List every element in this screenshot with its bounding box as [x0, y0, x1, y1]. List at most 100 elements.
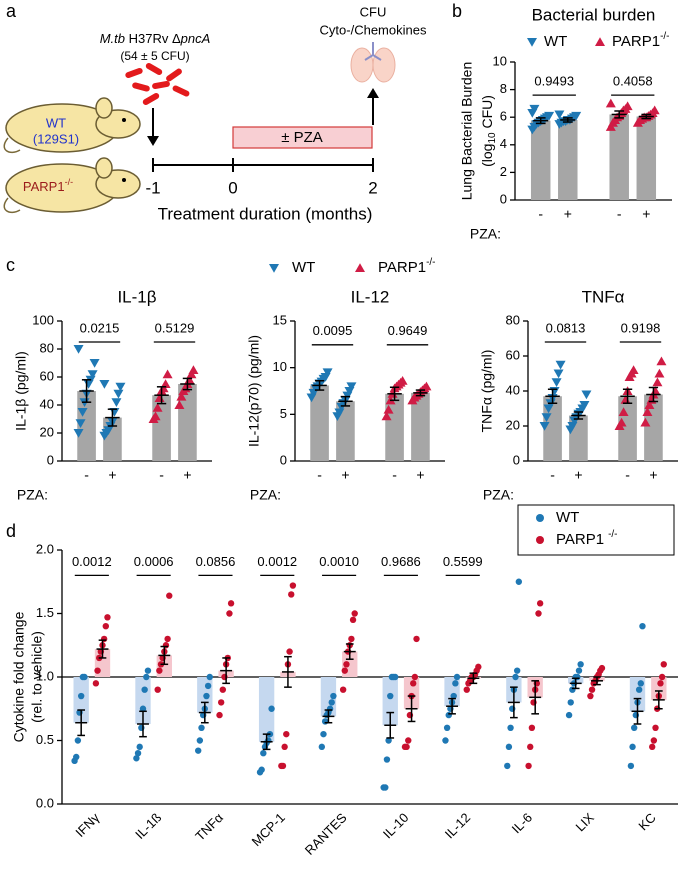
bar	[609, 114, 629, 200]
mouse	[3, 97, 141, 154]
treatment-box	[232, 126, 373, 149]
gene-name: pncA	[180, 31, 211, 46]
data-point	[134, 750, 142, 757]
panel-label: d	[6, 521, 16, 541]
y-tick-label: 20	[40, 424, 54, 439]
p-value: 0.9686	[381, 554, 421, 569]
data-point	[321, 718, 329, 725]
data-point	[650, 737, 658, 744]
mouse-label: WT	[46, 115, 66, 130]
x-tick-label: +	[108, 467, 116, 483]
mouse-sup: -/-	[65, 177, 74, 187]
category-axis-label: PZA:	[470, 226, 501, 242]
data-point	[348, 635, 355, 643]
data-point	[383, 756, 391, 763]
legend-label: WT	[292, 259, 315, 276]
x-tick-label: +	[564, 206, 572, 222]
bar	[530, 120, 551, 200]
data-point	[73, 429, 84, 438]
legend-name: PARP1	[612, 33, 660, 50]
data-point	[463, 686, 470, 693]
data-point	[346, 382, 357, 392]
data-point	[328, 699, 335, 706]
data-point	[77, 692, 85, 700]
panel-label: b	[452, 1, 462, 21]
data-point	[644, 400, 655, 409]
legend-label: PARP1-/-	[378, 257, 436, 276]
data-point	[421, 381, 432, 391]
data-point	[94, 667, 101, 674]
data-point	[260, 750, 267, 757]
y-tick-label: 15	[273, 312, 287, 327]
data-point	[286, 648, 293, 655]
y-tick-label: 40	[40, 396, 54, 411]
data-point	[529, 104, 540, 114]
data-point	[575, 667, 583, 674]
data-point	[649, 105, 660, 115]
data-point	[551, 378, 562, 387]
data-point	[658, 673, 666, 681]
data-point	[160, 379, 171, 388]
y-tick-label: 0.5	[36, 732, 54, 747]
data-point	[196, 737, 204, 744]
data-point	[622, 101, 633, 111]
bar	[558, 119, 578, 200]
data-point	[539, 422, 550, 431]
y-tick-label: 80	[506, 312, 520, 327]
data-point	[144, 667, 152, 674]
bar	[336, 401, 355, 461]
data-point	[381, 411, 392, 421]
data-point	[405, 737, 412, 744]
y-axis-label: (rel. to vehicle)	[29, 631, 45, 723]
timeline-title: Treatment duration (months)	[158, 204, 373, 223]
data-point	[504, 762, 511, 770]
p-value: 0.0813	[546, 320, 586, 335]
chart-title: TNFα	[582, 287, 625, 306]
data-point	[258, 766, 265, 773]
data-point	[89, 359, 100, 368]
data-point	[639, 623, 646, 630]
p-value: 0.0012	[72, 554, 112, 569]
x-tick-label: IL-12	[442, 810, 474, 842]
legend-label: WT	[544, 33, 567, 50]
data-point	[513, 667, 521, 674]
data-point	[152, 403, 163, 412]
x-tick-label: +	[341, 467, 349, 483]
data-point	[143, 673, 150, 681]
y-axis-label: (log10 CFU)	[479, 95, 498, 167]
legend-sup: -/-	[660, 31, 669, 42]
y-tick-label: 0	[500, 191, 507, 206]
x-tick-label: IL-6	[509, 810, 535, 836]
dose-label: (54 ± 5 CFU)	[120, 49, 189, 63]
x-tick-label: TNFα	[192, 810, 226, 844]
strain-label: M.tb H37Rv ΔpncA	[100, 31, 211, 46]
readout: Cyto-/Chemokines	[320, 22, 427, 37]
legend-label: PARP1-/-	[556, 529, 618, 548]
legend-name: WT	[544, 33, 567, 50]
bar	[178, 384, 197, 461]
data-point	[442, 737, 449, 744]
data-point	[654, 368, 665, 378]
data-point	[581, 390, 592, 400]
data-point	[111, 398, 122, 407]
data-point	[136, 743, 143, 751]
x-tick-label: KC	[635, 810, 658, 833]
readout: CFU	[360, 4, 387, 19]
data-point	[203, 692, 210, 700]
data-point	[567, 699, 574, 706]
data-point	[571, 111, 582, 121]
x-tick-label: -	[538, 206, 543, 222]
data-point	[219, 686, 227, 693]
legend-name: PARP1	[556, 531, 604, 548]
data-point	[133, 755, 140, 762]
timeline-label: -1	[145, 178, 160, 197]
chart-title: IL-1β	[117, 287, 156, 306]
data-point	[588, 686, 596, 693]
data-point	[75, 419, 86, 428]
data-point	[515, 578, 523, 585]
data-point	[579, 401, 590, 410]
data-point	[339, 686, 347, 693]
data-point	[113, 389, 124, 399]
data-point	[198, 724, 205, 731]
